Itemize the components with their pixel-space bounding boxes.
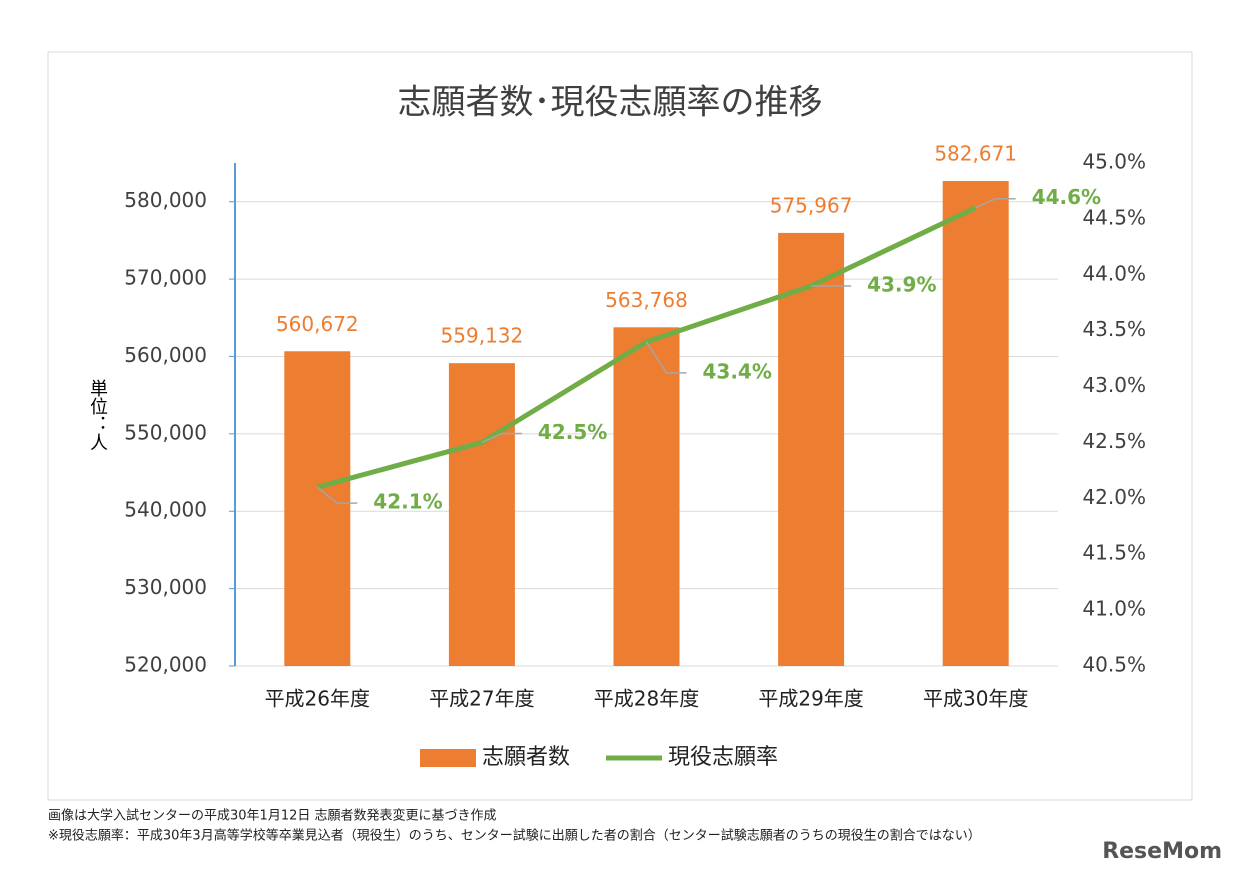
note: ※現役志願率：平成30年3月高等学校等卒業見込者（現役生）のうち、センター試験に… (48, 828, 981, 844)
leader-line (316, 486, 358, 504)
line-value-label: 42.5% (538, 420, 607, 444)
x-tick-label: 平成28年度 (594, 687, 699, 711)
leader-line (481, 432, 522, 444)
line-value-label: 43.9% (867, 272, 936, 296)
bar (448, 363, 515, 666)
line (316, 205, 977, 490)
bar-value-label: 559,132 (441, 324, 524, 348)
bar-value-label: 582,671 (934, 142, 1017, 166)
bar-value-label: 575,967 (770, 193, 853, 217)
y2-tick-label: 44.5% (1082, 205, 1146, 229)
y2-tick-label: 43.5% (1082, 317, 1146, 341)
bar (942, 181, 1009, 666)
bar-value-label: 563,768 (605, 288, 688, 312)
legend-swatch (420, 749, 476, 767)
y2-tick-label: 40.5% (1082, 653, 1146, 677)
line-value-label: 42.1% (373, 490, 442, 514)
bar (613, 327, 680, 666)
y-tick-label: 520,000 (124, 653, 207, 677)
y-tick-label: 550,000 (124, 420, 207, 444)
y2-tick-label: 44.0% (1082, 261, 1146, 285)
bar (284, 351, 351, 666)
logo: ReseMom (1102, 839, 1222, 864)
legend-label: 志願者数 (482, 745, 570, 770)
y2-tick-label: 41.5% (1082, 541, 1146, 565)
y2-tick-label: 42.5% (1082, 429, 1146, 453)
y-tick-label: 540,000 (124, 498, 207, 522)
bar (778, 232, 845, 666)
bar-value-label: 560,672 (276, 312, 359, 336)
legend-label: 現役志願率 (668, 745, 778, 770)
chart-title: 志願者数･現役志願率の推移 (398, 83, 823, 123)
y-tick-label: 560,000 (124, 343, 207, 367)
line-value-label: 44.6% (1032, 185, 1101, 209)
note: 画像は大学入試センターの平成30年1月12日 志願者数発表変更に基づき作成 (48, 808, 497, 824)
y-tick-label: 530,000 (124, 575, 207, 599)
x-tick-label: 平成29年度 (758, 687, 863, 711)
y-axis-label: 単位：人 (87, 379, 108, 451)
y2-tick-label: 45.0% (1082, 150, 1146, 174)
y2-tick-label: 43.0% (1082, 373, 1146, 397)
y-tick-label: 570,000 (124, 266, 207, 290)
leader-line (645, 341, 687, 374)
x-tick-label: 平成30年度 (923, 687, 1028, 711)
leader-line (975, 197, 1016, 209)
y2-tick-label: 41.0% (1082, 597, 1146, 621)
x-tick-label: 平成26年度 (265, 687, 370, 711)
line-value-label: 43.4% (703, 359, 772, 383)
y2-tick-label: 42.0% (1082, 485, 1146, 509)
x-tick-label: 平成27年度 (429, 687, 534, 711)
y-tick-label: 580,000 (124, 188, 207, 212)
